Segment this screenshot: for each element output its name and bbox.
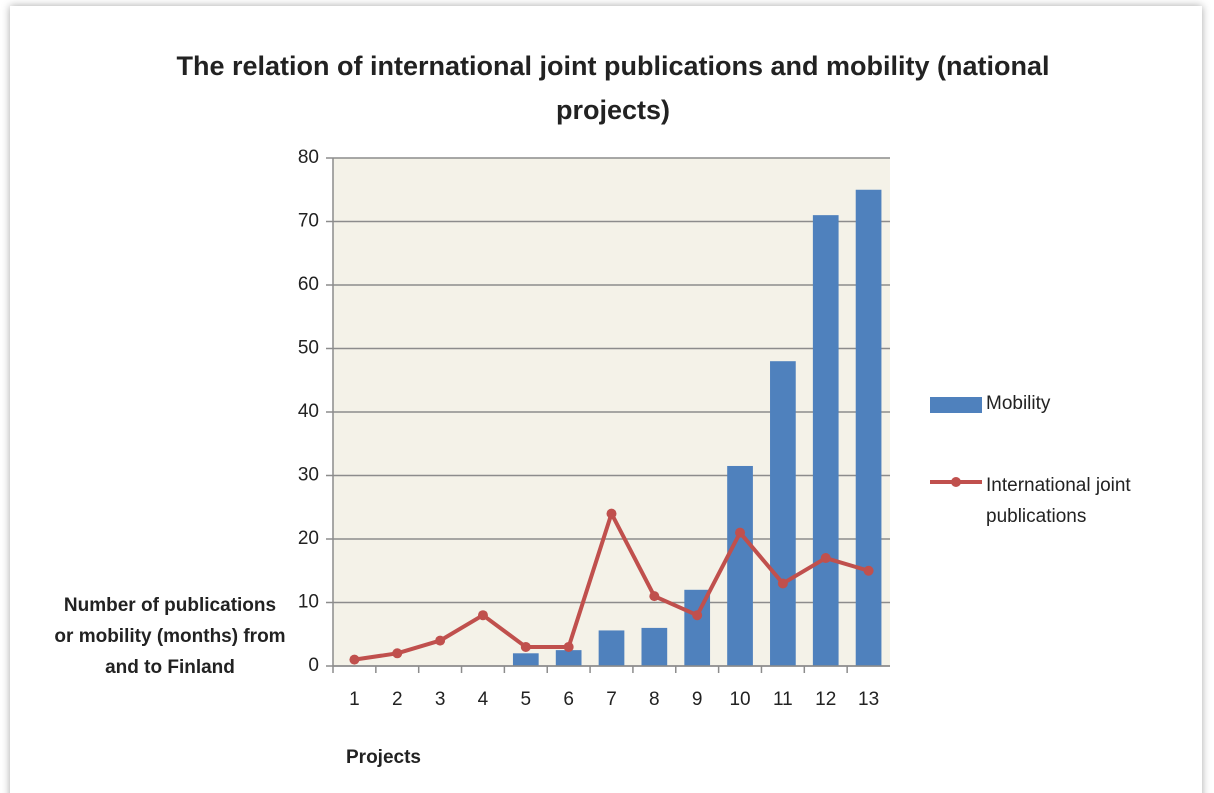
y-tick-label: 60 [298,274,319,295]
y-tick-label: 40 [298,401,319,422]
y-tick-label: 0 [308,655,319,676]
bar [855,189,882,666]
legend-label: Mobility [986,393,1051,414]
x-tick-label: 8 [649,689,660,710]
bar [812,215,839,666]
y-tick-label: 80 [298,147,319,168]
x-tick-label: 11 [773,689,793,710]
legend-label: International joint publications [986,475,1131,527]
point [863,565,874,576]
x-tick-label: 7 [606,689,617,710]
x-tick-label: 2 [392,689,403,710]
x-tick-label: 6 [563,689,574,710]
point [606,508,617,519]
x-tick-label: 1 [349,689,360,710]
point [820,553,831,564]
point [777,578,788,589]
point [692,610,703,621]
x-tick-label: 12 [815,689,836,710]
x-tick-label: 5 [521,689,532,710]
legend-swatch [930,397,982,413]
y-tick-label: 50 [298,338,319,359]
legend-swatch [951,477,961,487]
x-axis-label: Projects [346,747,421,768]
x-tick-label: 9 [692,689,703,710]
bar [770,361,796,666]
point [392,648,403,659]
bar [598,630,625,666]
y-axis-label: Number of publications or mobility (mont… [54,595,286,678]
y-tick-label: 30 [298,465,319,486]
bar [512,653,539,666]
x-tick-label: 4 [478,689,489,710]
point [477,610,488,621]
y-tick-label: 70 [298,211,319,232]
point [520,641,531,652]
x-tick-label: 13 [858,689,879,710]
x-tick-label: 10 [729,689,750,710]
point [563,641,574,652]
bar [727,465,753,666]
bar [641,627,668,666]
point [435,635,446,646]
bar [555,650,582,666]
point [349,654,360,665]
point [649,591,660,602]
y-tick-label: 10 [298,592,319,613]
chart-title: The relation of international joint publ… [176,51,1050,125]
x-tick-label: 3 [435,689,446,710]
y-tick-label: 20 [298,528,319,549]
point [735,527,746,538]
